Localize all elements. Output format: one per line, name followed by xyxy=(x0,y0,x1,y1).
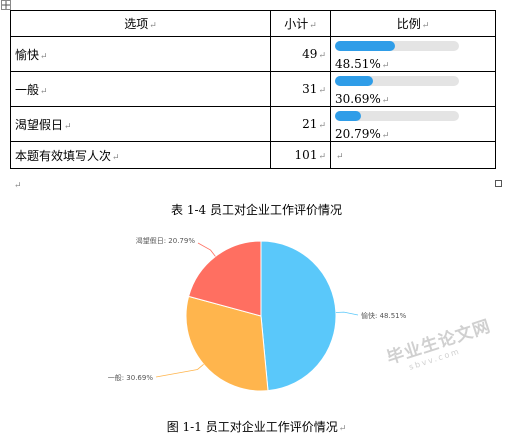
ratio-bar-track xyxy=(335,40,459,51)
ratio-bar-fill xyxy=(335,40,396,51)
table-row: 一般↵ 31↵ 30.69%↵ xyxy=(10,71,496,107)
total-count-cell: 101↵ xyxy=(270,141,331,169)
pie-leader-line xyxy=(197,242,216,257)
pie-leader-line xyxy=(155,364,204,378)
table-resize-handle[interactable] xyxy=(495,180,502,187)
header-ratio: 比例↵ xyxy=(330,10,496,37)
ratio-percent: 30.69% xyxy=(335,91,381,106)
table-row: 渴望假日↵ 21↵ 20.79%↵ xyxy=(10,106,496,142)
ratio-bar-track xyxy=(335,75,459,86)
paragraph-mark: ↵ xyxy=(14,181,22,191)
table-total-row: 本题有效填写人次↵ 101↵ ↵ xyxy=(10,141,496,169)
pie-chart: 愉快: 48.51% 一般: 30.69% 渴望假日: 20.79% xyxy=(108,236,407,392)
ratio-bar-fill xyxy=(335,75,374,86)
table-caption: 表 1-4 员工对企业工作评价情况 xyxy=(171,203,342,217)
count-cell: 31↵ xyxy=(270,71,331,107)
ratio-cell: 30.69%↵ xyxy=(330,71,496,107)
pie-label-normal: 一般: 30.69% xyxy=(108,373,154,382)
total-ratio-cell: ↵ xyxy=(330,141,496,169)
ratio-cell: 48.51%↵ xyxy=(330,36,496,72)
ratio-percent: 48.51% xyxy=(335,56,381,71)
ratio-cell: 20.79%↵ xyxy=(330,106,496,142)
table-move-handle-icon[interactable] xyxy=(1,0,11,10)
ratio-percent: 20.79% xyxy=(335,126,381,141)
figure-caption: 图 1-1 员工对企业工作评价情况↵ xyxy=(166,420,347,434)
header-option: 选项↵ xyxy=(10,10,271,37)
option-cell: 一般↵ xyxy=(10,71,271,107)
count-cell: 49↵ xyxy=(270,36,331,72)
pie-slice-happy xyxy=(260,240,337,392)
pie-slice-normal xyxy=(185,295,269,392)
option-cell: 渴望假日↵ xyxy=(10,106,271,142)
survey-table: 选项↵ 小计↵ 比例↵ 愉快↵ 49↵ 48.51%↵ 一般↵ 31↵ 30.6… xyxy=(10,10,496,169)
ratio-bar-track xyxy=(335,110,459,121)
total-label-cell: 本题有效填写人次↵ xyxy=(10,141,271,169)
count-cell: 21↵ xyxy=(270,106,331,142)
ratio-bar-fill xyxy=(335,110,361,121)
table-header-row: 选项↵ 小计↵ 比例↵ xyxy=(10,10,496,37)
table-row: 愉快↵ 49↵ 48.51%↵ xyxy=(10,36,496,72)
pie-leader-line xyxy=(335,311,359,316)
pie-label-holiday: 渴望假日: 20.79% xyxy=(136,236,196,245)
pie-label-happy: 愉快: 48.51% xyxy=(361,311,407,320)
header-count: 小计↵ xyxy=(270,10,331,37)
option-cell: 愉快↵ xyxy=(10,36,271,72)
